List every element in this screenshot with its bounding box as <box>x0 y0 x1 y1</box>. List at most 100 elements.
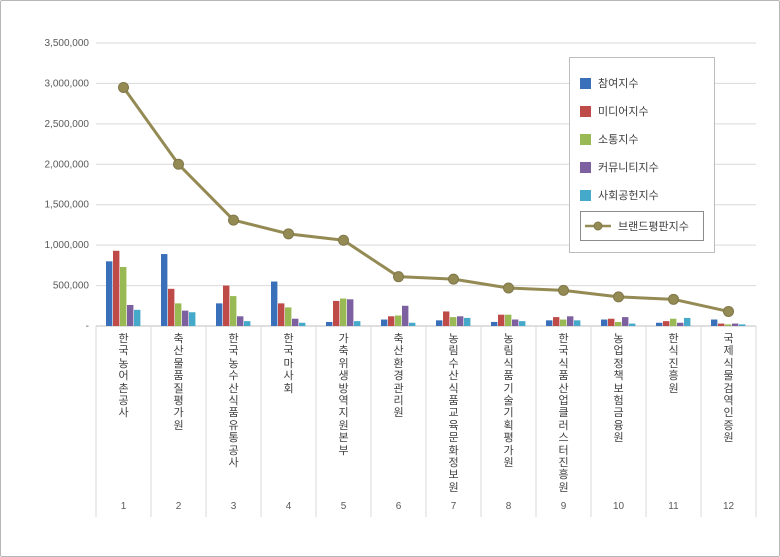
legend-line-symbol <box>585 221 611 231</box>
legend-label: 미디어지수 <box>598 106 649 118</box>
bar <box>333 300 340 326</box>
category-rank: 8 <box>505 501 512 512</box>
bar <box>629 323 636 326</box>
legend-item-line: 브랜드평판지수 <box>580 211 704 241</box>
line-marker <box>448 273 459 285</box>
legend-swatch <box>580 161 591 173</box>
bar <box>120 266 127 326</box>
legend-label: 브랜드평판지수 <box>618 221 689 233</box>
legend-label: 소통지수 <box>598 134 639 146</box>
bar <box>656 322 663 326</box>
bar <box>161 254 168 326</box>
line-marker <box>118 81 129 93</box>
bar <box>560 319 567 326</box>
line-marker <box>613 291 624 303</box>
bar <box>168 288 175 326</box>
bar <box>292 318 299 326</box>
y-tick-label: 3,500,000 <box>45 38 90 49</box>
bar <box>567 316 574 326</box>
line-marker <box>393 271 404 283</box>
legend-swatch <box>580 189 591 201</box>
bar <box>113 250 120 326</box>
line-marker <box>668 293 679 305</box>
y-tick-label: 3,000,000 <box>45 78 90 89</box>
bar <box>175 303 182 326</box>
legend-item: 사회공헌지수 <box>580 181 704 209</box>
bar <box>237 316 244 326</box>
legend-item: 미디어지수 <box>580 97 704 125</box>
legend-item: 커뮤니티지수 <box>580 153 704 181</box>
category-rank: 7 <box>450 501 457 512</box>
bar <box>574 320 581 326</box>
legend-label: 사회공헌지수 <box>598 190 659 202</box>
category-rank: 11 <box>668 501 679 512</box>
bar <box>278 303 285 326</box>
bar <box>189 312 196 326</box>
line-marker <box>283 228 294 240</box>
bar <box>732 323 739 326</box>
category-rank: 3 <box>230 501 237 512</box>
bar <box>443 311 450 326</box>
category-rank: 2 <box>175 501 182 512</box>
line-marker <box>338 234 349 246</box>
bar <box>223 285 230 326</box>
bar <box>216 303 223 326</box>
bar <box>739 324 746 326</box>
bar <box>127 304 134 326</box>
bar <box>106 261 113 326</box>
bar <box>244 321 251 326</box>
bar <box>347 299 354 326</box>
bar <box>622 317 629 326</box>
y-tick-label: 500,000 <box>53 281 90 292</box>
bar <box>340 298 347 326</box>
bar <box>457 316 464 326</box>
bar <box>134 309 141 326</box>
legend-swatch <box>580 77 591 89</box>
bar <box>725 324 732 326</box>
bar <box>663 321 670 326</box>
bar <box>491 321 498 326</box>
y-tick-label: 2,000,000 <box>45 159 90 170</box>
bar <box>182 310 189 326</box>
category-rank: 12 <box>722 501 735 512</box>
y-tick-label: 1,000,000 <box>45 240 90 251</box>
bar <box>326 321 333 326</box>
category-rank: 5 <box>340 501 347 512</box>
bar <box>381 319 388 326</box>
bar <box>608 318 615 326</box>
y-tick-label: 2,500,000 <box>45 119 90 130</box>
legend-label: 참여지수 <box>598 78 639 90</box>
line-marker <box>558 284 569 296</box>
bar <box>450 317 457 326</box>
line-marker <box>228 214 239 226</box>
category-rank: 9 <box>560 501 567 512</box>
bar <box>711 319 718 326</box>
bar <box>409 322 416 326</box>
reputation-line <box>122 86 729 313</box>
category-rank: 6 <box>395 501 402 512</box>
category-rank: 10 <box>612 501 625 512</box>
bar <box>677 322 684 326</box>
bar <box>395 315 402 326</box>
y-tick-label: - <box>86 321 89 332</box>
bar <box>464 317 471 326</box>
category-rank: 4 <box>285 501 292 512</box>
bar <box>498 314 505 326</box>
legend-swatch <box>580 105 591 117</box>
bar <box>354 321 361 326</box>
bar <box>505 314 512 326</box>
bar <box>230 296 237 326</box>
bar <box>299 322 306 326</box>
bar <box>684 317 691 326</box>
bar <box>271 281 278 326</box>
line-marker <box>503 282 514 294</box>
bar <box>519 321 526 326</box>
legend-item: 소통지수 <box>580 125 704 153</box>
legend-swatch <box>580 133 591 145</box>
bar <box>546 320 553 326</box>
bar <box>553 317 560 326</box>
